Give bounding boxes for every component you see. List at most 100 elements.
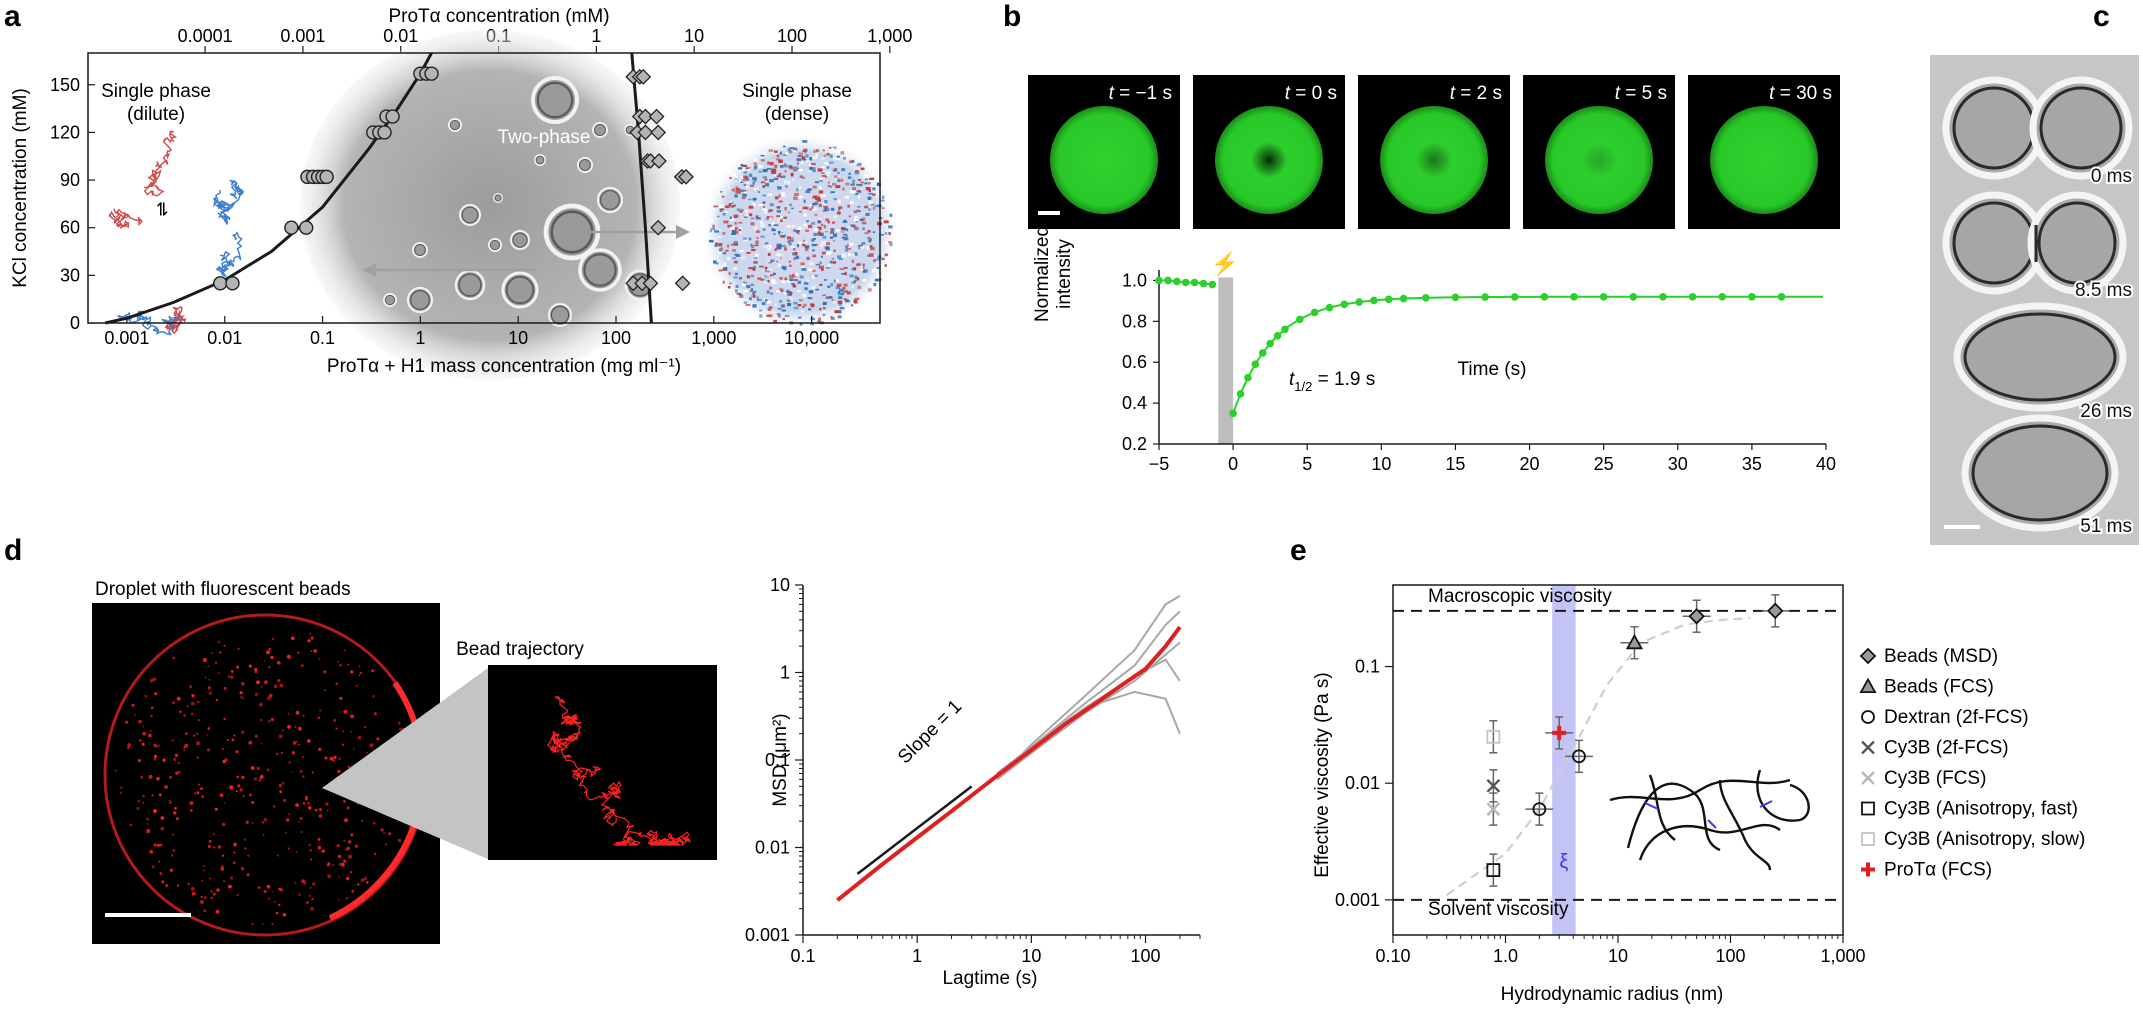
pre-bleach-point	[1164, 276, 1172, 285]
fluorescent-bead	[183, 713, 187, 717]
e-x-tick-label: 100	[1715, 946, 1745, 966]
panel-d-msd-plot: 0.1 1 10 100 0.001 0.01 0.1 1 10	[745, 575, 1201, 966]
fluorescent-bead	[262, 821, 265, 824]
fluorescent-bead	[287, 847, 290, 850]
dense-speck	[755, 217, 761, 220]
fluorescent-bead	[275, 752, 279, 756]
fluorescent-bead	[207, 844, 211, 849]
fluorescent-bead	[287, 712, 290, 715]
dense-speck	[787, 147, 791, 152]
probe-arrow	[1644, 802, 1659, 810]
dense-speck	[843, 233, 848, 236]
e-y-tick-label: 0.1	[1355, 657, 1380, 677]
dense-speck	[793, 149, 796, 152]
dense-speck	[853, 267, 856, 271]
fluorescent-bead	[312, 882, 316, 886]
dense-speck	[839, 306, 845, 310]
dense-speck	[799, 175, 803, 178]
legend-marker	[1861, 801, 1875, 816]
dense-speck	[861, 242, 866, 245]
dense-speck	[752, 197, 756, 201]
dense-speck	[788, 242, 792, 246]
frame-time-value: = 0 s	[1290, 83, 1337, 104]
panel-b-letter: b	[1003, 0, 1021, 33]
fluorescent-bead	[344, 649, 346, 652]
dense-speck	[862, 263, 865, 267]
panel-c-coalescence-image: 0 ms 8.5 ms 26 ms 51 ms	[1930, 55, 2139, 545]
dense-speck	[838, 200, 841, 204]
recovery-point	[1340, 300, 1349, 309]
dense-speck	[754, 244, 759, 247]
fluorescent-bead	[127, 743, 132, 747]
dense-speck	[757, 191, 760, 193]
y-tick-label: 60	[60, 218, 80, 238]
dense-speck	[760, 154, 765, 157]
dense-speck	[749, 290, 753, 292]
dense-speck	[884, 232, 888, 235]
dense-speck	[776, 253, 780, 256]
dense-speck	[833, 249, 836, 252]
fluorescent-bead	[149, 678, 154, 683]
dense-speck	[849, 274, 854, 278]
fluorescent-bead	[209, 877, 211, 880]
fluorescent-bead	[174, 753, 179, 757]
panel-c: c 0 ms 8.5 ms 26 ms 51 ms	[1930, 0, 2139, 545]
fluorescent-bead	[279, 683, 284, 688]
fluorescent-bead	[146, 823, 149, 825]
dilute-point	[298, 220, 314, 235]
dense-speck	[884, 264, 887, 267]
dense-speck	[809, 261, 814, 265]
dense-speck	[774, 150, 778, 153]
d-x-tick-label: 1	[912, 946, 922, 966]
dense-speck	[749, 213, 753, 217]
dense-speck	[732, 243, 738, 246]
panel-a-x-axis-title: ProTα + H1 mass concentration (mg ml⁻¹)	[327, 356, 681, 377]
dense-speck	[758, 170, 763, 173]
dense-speck	[829, 185, 832, 188]
frame-time-t: t	[1615, 83, 1621, 104]
dense-speck	[725, 205, 730, 209]
micrograph-droplet-rim	[536, 81, 574, 119]
dense-speck	[754, 257, 758, 260]
top-tick-label: 1,000	[867, 26, 912, 46]
dense-speck	[786, 291, 792, 293]
fluorescent-bead	[202, 658, 207, 662]
dense-speck	[804, 247, 809, 252]
fluorescent-bead	[214, 661, 218, 664]
dense-speck	[826, 166, 830, 169]
b-x-tick-label: 0	[1228, 454, 1238, 474]
dense-speck	[858, 195, 861, 199]
dense-speck	[794, 193, 800, 197]
sigmoid-fit-line	[1446, 617, 1751, 896]
dense-speck	[848, 172, 851, 175]
dense-speck	[747, 198, 752, 201]
dense-speck	[765, 217, 769, 221]
dense-speck	[803, 199, 806, 203]
coalescence-time-label: 0 ms	[2091, 166, 2132, 187]
fluorescent-bead	[295, 710, 300, 715]
dense-speck	[796, 243, 800, 248]
fluorescent-bead	[253, 777, 258, 781]
dense-speck	[760, 181, 765, 184]
dense-speck	[814, 315, 818, 318]
dense-speck	[798, 152, 804, 155]
fluorescent-bead	[217, 672, 220, 674]
dense-speck	[721, 264, 726, 268]
dense-speck	[826, 171, 831, 174]
recovery-point	[1310, 308, 1319, 317]
dense-point	[637, 108, 654, 125]
dense-speck	[803, 208, 806, 212]
micrograph-droplet	[406, 286, 434, 314]
dense-speck	[731, 172, 737, 176]
dense-speck	[814, 181, 819, 184]
b-x-tick-label: 5	[1302, 454, 1312, 474]
dense-speck	[790, 147, 795, 150]
equilibrium-arrow: ⇌	[152, 201, 172, 216]
dense-speck	[796, 161, 799, 165]
dense-speck	[864, 182, 868, 185]
polymer-chain	[1626, 782, 1721, 852]
fluorescent-bead	[345, 897, 348, 900]
dense-speck	[768, 269, 772, 271]
panel-e-viscosity-plot: ξ 0.10 1.0 10 100 1,000 0.001 0.01 0.1	[1335, 584, 1866, 966]
dense-speck	[831, 221, 835, 224]
